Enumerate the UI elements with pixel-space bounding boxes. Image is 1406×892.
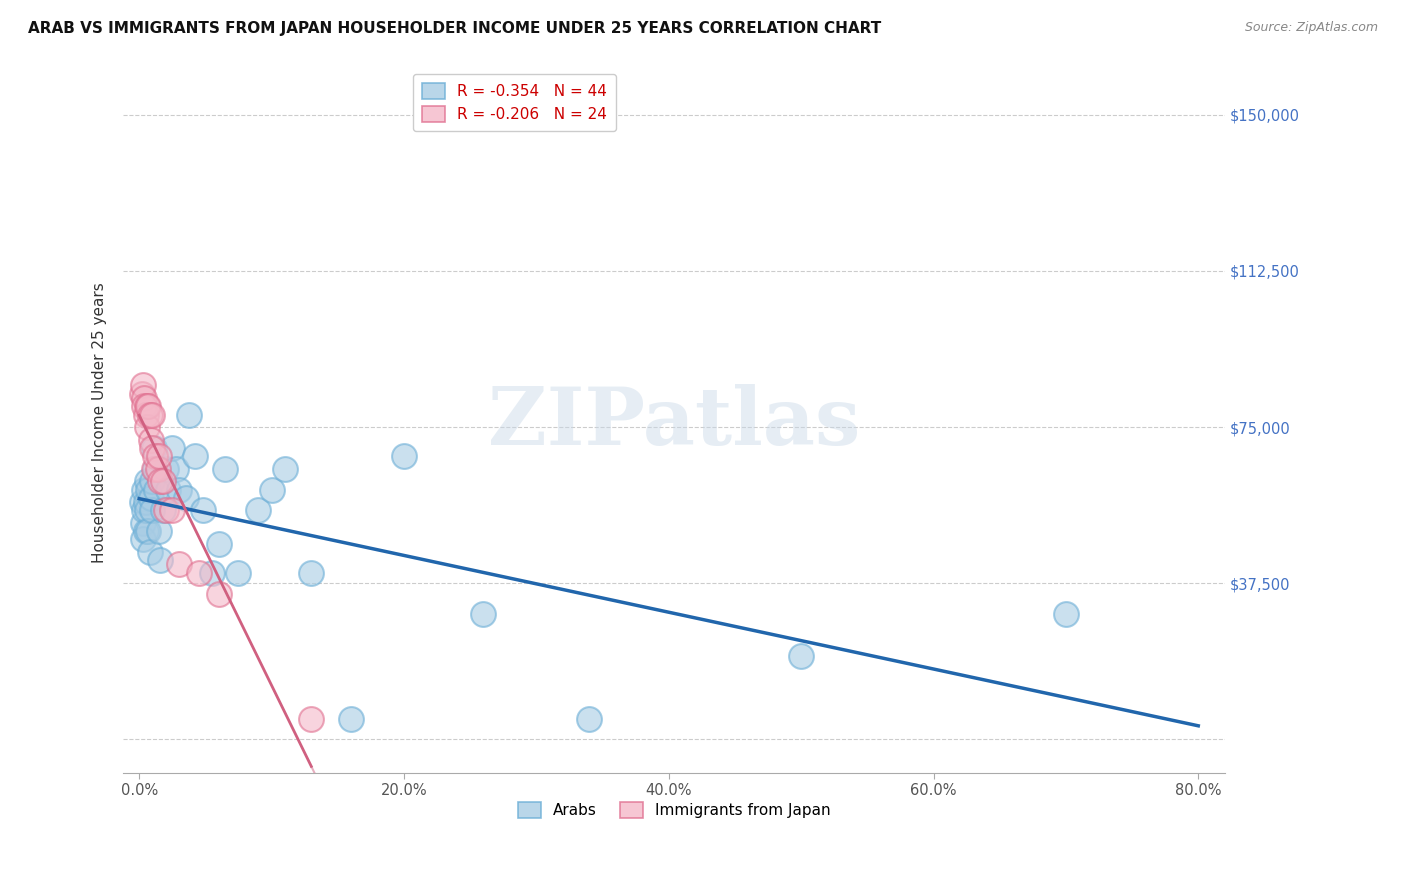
Point [157, 483, 180, 497]
Point [142, 461, 165, 475]
Point [136, 399, 159, 413]
Point [132, 516, 155, 530]
Point [162, 441, 184, 455]
Point [135, 408, 157, 422]
Point [152, 503, 174, 517]
Point [155, 503, 177, 517]
Point [132, 378, 155, 392]
Point [214, 461, 236, 475]
Text: ARAB VS IMMIGRANTS FROM JAPAN HOUSEHOLDER INCOME UNDER 25 YEARS CORRELATION CHAR: ARAB VS IMMIGRANTS FROM JAPAN HOUSEHOLDE… [28, 21, 882, 36]
Point [207, 536, 229, 550]
Point [274, 461, 297, 475]
Point [148, 449, 170, 463]
Point [187, 566, 209, 580]
Point [165, 461, 187, 475]
Legend: Arabs, Immigrants from Japan: Arabs, Immigrants from Japan [512, 796, 837, 824]
Point [136, 474, 159, 488]
Point [131, 495, 153, 509]
Point [392, 449, 415, 463]
Point [135, 495, 157, 509]
Point [134, 399, 156, 413]
Point [139, 433, 162, 447]
Point [138, 524, 160, 538]
Point [228, 566, 250, 580]
Point [155, 461, 177, 475]
Point [247, 503, 270, 517]
Point [135, 524, 157, 538]
Point [472, 607, 495, 622]
Point [134, 391, 156, 405]
Point [162, 503, 184, 517]
Point [790, 649, 813, 664]
Point [143, 449, 166, 463]
Text: ZIPatlas: ZIPatlas [488, 384, 860, 462]
Point [149, 474, 172, 488]
Point [207, 587, 229, 601]
Point [167, 558, 190, 572]
Point [139, 408, 162, 422]
Point [143, 461, 166, 475]
Point [134, 483, 156, 497]
Point [136, 420, 159, 434]
Point [138, 399, 160, 413]
Point [179, 408, 201, 422]
Point [139, 545, 162, 559]
Point [141, 503, 163, 517]
Point [138, 483, 160, 497]
Point [142, 441, 165, 455]
Point [152, 474, 174, 488]
Point [136, 503, 159, 517]
Point [201, 566, 224, 580]
Point [174, 491, 197, 505]
Point [299, 712, 322, 726]
Point [141, 441, 163, 455]
Point [167, 483, 190, 497]
Point [132, 533, 155, 547]
Point [299, 566, 322, 580]
Point [134, 503, 156, 517]
Point [1054, 607, 1077, 622]
Point [260, 483, 283, 497]
Point [184, 449, 207, 463]
Point [148, 524, 170, 538]
Point [139, 491, 162, 505]
Y-axis label: Householder Income Under 25 years: Householder Income Under 25 years [93, 283, 107, 563]
Point [191, 503, 214, 517]
Point [131, 386, 153, 401]
Point [149, 553, 172, 567]
Point [340, 712, 363, 726]
Point [141, 474, 163, 488]
Point [146, 461, 169, 475]
Point [145, 483, 167, 497]
Point [141, 408, 163, 422]
Text: Source: ZipAtlas.com: Source: ZipAtlas.com [1244, 21, 1378, 34]
Point [578, 712, 600, 726]
